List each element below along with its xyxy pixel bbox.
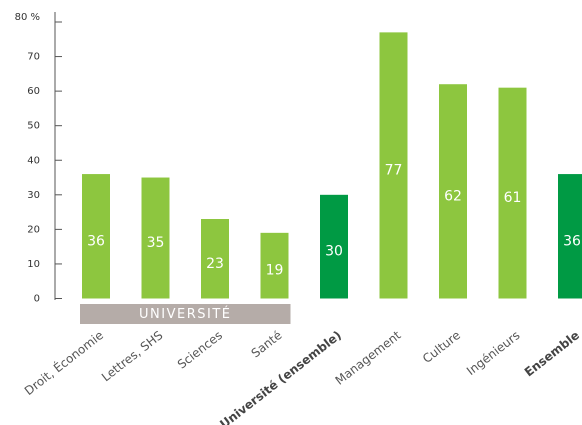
bar [558, 174, 582, 299]
x-tick-label: Ingénieurs [464, 328, 522, 378]
value-label: 62 [444, 188, 462, 204]
bar [201, 219, 229, 299]
x-tick-label: Ensemble [522, 328, 582, 379]
y-tick-label: 80 % [15, 12, 40, 23]
value-label: 23 [206, 256, 224, 272]
bar [260, 232, 289, 299]
bar [379, 32, 408, 299]
value-label: 36 [87, 233, 105, 249]
x-tick-label: Lettres, SHS [99, 328, 166, 384]
y-tick-label: 50 [27, 121, 40, 132]
y-tick-label: 40 [27, 155, 40, 166]
y-tick-label: 60 [27, 86, 40, 97]
bar [439, 84, 467, 299]
x-tick-label: Santé [249, 328, 285, 360]
value-label: 19 [266, 263, 284, 279]
x-tick-label: Culture [420, 328, 463, 366]
value-label: 61 [504, 190, 522, 206]
y-tick-label: 10 [27, 259, 40, 270]
x-tick-label: Sciences [175, 328, 225, 372]
y-tick-label: 30 [27, 190, 40, 201]
y-tick-label: 0 [34, 294, 40, 305]
bar [498, 87, 527, 299]
group-band [80, 304, 291, 324]
value-label: 35 [147, 235, 165, 251]
y-tick-label: 70 [27, 52, 40, 63]
y-tick-label: 20 [27, 224, 40, 235]
x-tick-label: Droit, Économie [21, 327, 106, 398]
bar [320, 194, 348, 299]
x-tick-label: Management [333, 328, 404, 388]
x-tick-label: Université (ensemble) [217, 328, 344, 425]
bar [82, 174, 110, 299]
value-label: 36 [563, 233, 581, 249]
bar [141, 177, 170, 299]
value-label: 30 [325, 244, 343, 260]
value-label: 77 [385, 162, 403, 178]
group-label: UNIVERSITÉ [139, 306, 231, 322]
